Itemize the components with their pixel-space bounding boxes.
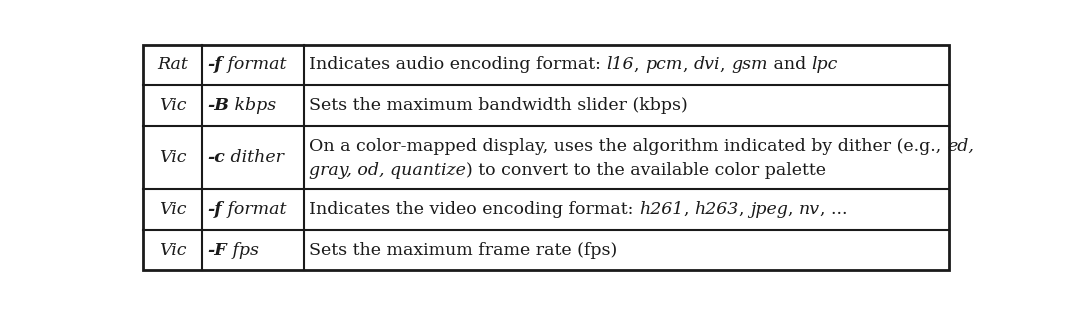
Text: On a color-mapped display, uses the algorithm indicated by dither (e.g.,: On a color-mapped display, uses the algo… — [309, 138, 947, 154]
Text: dither: dither — [225, 149, 284, 166]
Text: gray, od, quantize: gray, od, quantize — [309, 163, 466, 179]
Text: h261: h261 — [640, 201, 683, 218]
Text: format: format — [222, 201, 287, 218]
Text: nv: nv — [798, 201, 820, 218]
Text: and: and — [768, 56, 811, 73]
Text: -c: -c — [207, 149, 225, 166]
Text: pcm: pcm — [645, 56, 682, 73]
Text: ,: , — [739, 201, 749, 218]
Text: ed,: ed, — [947, 138, 974, 154]
Text: Vic: Vic — [159, 97, 187, 114]
Text: ,: , — [634, 56, 645, 73]
Text: ,: , — [682, 56, 694, 73]
Text: Rat: Rat — [157, 56, 188, 73]
Text: -f: -f — [207, 201, 222, 218]
Text: -B: -B — [207, 97, 229, 114]
Text: -f: -f — [207, 56, 222, 73]
Text: jpeg: jpeg — [749, 201, 788, 218]
Text: Indicates the video encoding format:: Indicates the video encoding format: — [309, 201, 640, 218]
Text: fps: fps — [227, 242, 258, 259]
Text: Vic: Vic — [159, 201, 187, 218]
Text: -F: -F — [207, 242, 227, 259]
Text: ) to convert to the available color palette: ) to convert to the available color pale… — [466, 163, 826, 179]
Text: format: format — [222, 56, 287, 73]
Text: ,: , — [683, 201, 695, 218]
Text: Vic: Vic — [159, 149, 187, 166]
Text: ,: , — [788, 201, 798, 218]
Text: dvi: dvi — [694, 56, 721, 73]
Text: ,: , — [721, 56, 731, 73]
Text: h263: h263 — [695, 201, 739, 218]
Text: lpc: lpc — [811, 56, 838, 73]
Text: , ...: , ... — [820, 201, 847, 218]
Text: Sets the maximum frame rate (fps): Sets the maximum frame rate (fps) — [309, 242, 617, 259]
Text: Vic: Vic — [159, 242, 187, 259]
Text: gsm: gsm — [731, 56, 768, 73]
Text: Indicates audio encoding format:: Indicates audio encoding format: — [309, 56, 607, 73]
Text: Sets the maximum bandwidth slider (kbps): Sets the maximum bandwidth slider (kbps) — [309, 97, 689, 114]
Text: kbps: kbps — [229, 97, 276, 114]
Text: l16: l16 — [607, 56, 634, 73]
